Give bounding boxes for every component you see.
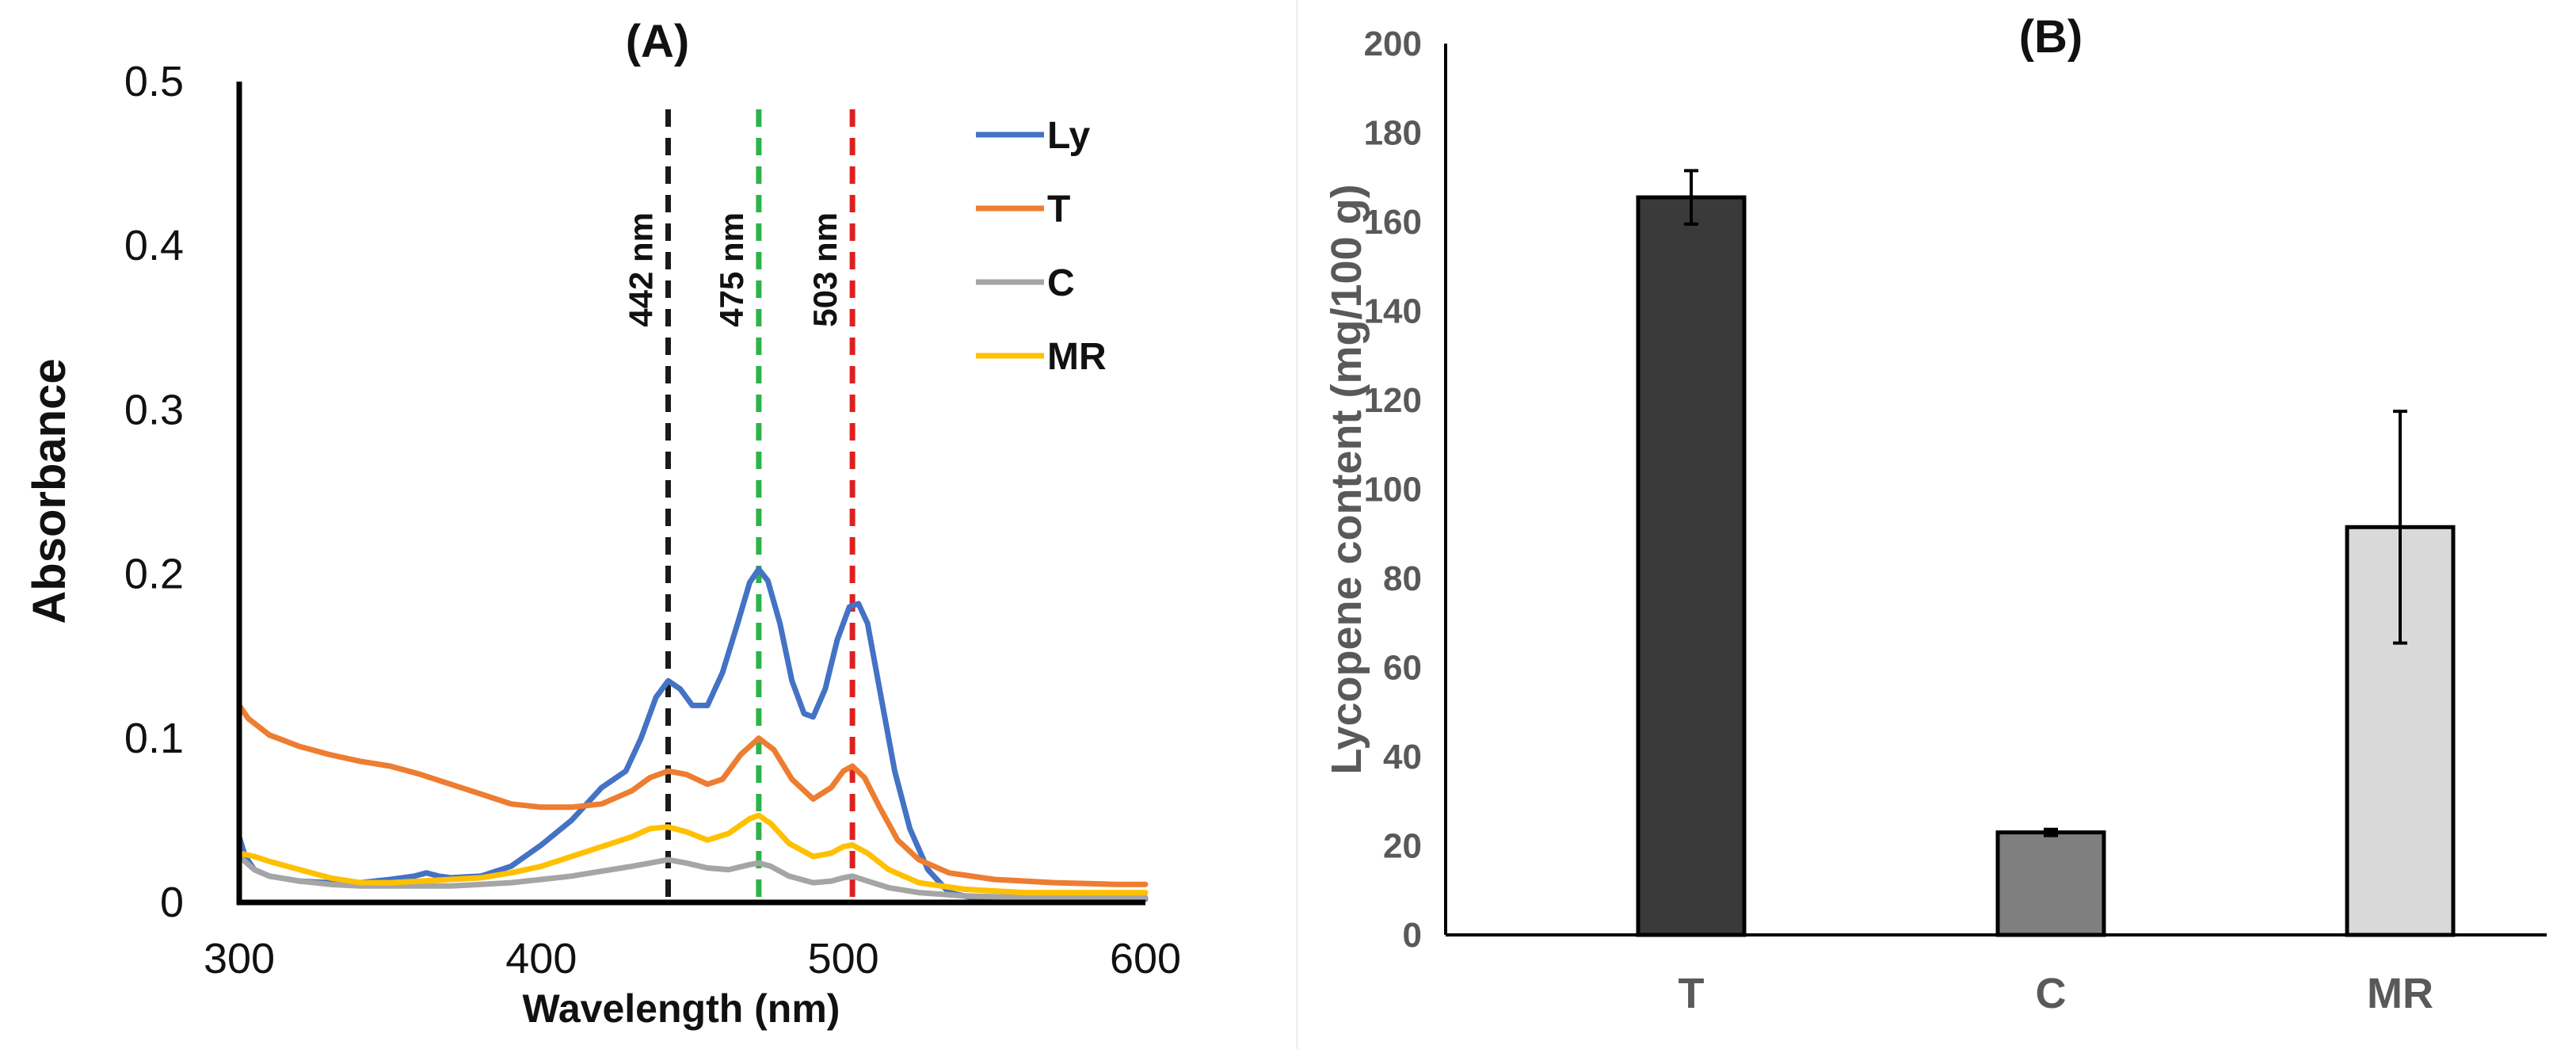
spectrum-lines	[236, 566, 1149, 902]
y-tick-label: 0.2	[124, 551, 184, 598]
y-tick-label: 60	[1383, 649, 1422, 688]
reference-line-label: 475 nm	[713, 212, 750, 327]
y-tick-label: 200	[1364, 25, 1422, 63]
bars	[1636, 195, 2456, 937]
absorbance-spectrum-chart: (A) 442 nm 475 nm 503 nm 00.10.20.30.40.5 …	[24, 16, 1181, 1031]
category-label: T	[1679, 970, 1705, 1017]
y-tick-label: 100	[1364, 471, 1422, 509]
y-tick-label: 0.5	[124, 58, 184, 105]
bar-t	[1636, 195, 1747, 937]
x-tick-label: 400	[505, 935, 577, 982]
bar-c	[1995, 830, 2106, 937]
error-bars	[1684, 169, 2407, 837]
category-labels: T C MR	[1679, 970, 2433, 1017]
y-axis-label: Absorbance	[24, 358, 75, 624]
chart-a-title: (A)	[626, 16, 690, 67]
x-tick-label: 300	[204, 935, 275, 982]
lycopene-bar-chart: (B) 0 20 40 60 80 100 120 140 160 180 200 T C MR Lyc…	[1323, 11, 2547, 1017]
category-label: MR	[2367, 970, 2433, 1017]
y-tick-label: 120	[1364, 381, 1422, 420]
y-tick-label: 180	[1364, 114, 1422, 153]
legend: Ly TC MR	[976, 115, 1107, 378]
legend-label: Ly	[1047, 115, 1091, 157]
x-axis-label: Wavelength (nm)	[523, 986, 840, 1031]
legend-label: MR	[1047, 336, 1107, 378]
series-line-t	[236, 702, 1149, 887]
category-label: C	[2036, 970, 2067, 1017]
y-tick-labels: 0 20 40 60 80 100 120 140 160 180 200	[1364, 25, 1422, 955]
y-tick-label: 0	[1403, 916, 1422, 955]
series-line-mr	[236, 812, 1149, 896]
y-tick-label: 140	[1364, 292, 1422, 331]
y-tick-label: 0.4	[124, 222, 184, 269]
y-tick-label: 80	[1383, 559, 1422, 598]
y-tick-label: 40	[1383, 738, 1422, 776]
y-axis-label: Lycopene content (mg/100 g)	[1323, 184, 1370, 774]
y-tick-label: 20	[1383, 827, 1422, 866]
panel-divider	[1296, 0, 1298, 1049]
y-tick-label: 0	[160, 879, 184, 926]
y-tick-labels: 0 0.1 0.2 0.3 0.4 0.5	[124, 58, 184, 926]
reference-line-label: 503 nm	[806, 212, 844, 327]
y-tick-label: 0.1	[124, 715, 184, 762]
x-tick-labels: 300 400 500 600	[204, 935, 1181, 982]
y-tick-label: 0.3	[124, 386, 184, 433]
legend-label: T	[1047, 189, 1070, 231]
x-tick-label: 600	[1110, 935, 1181, 982]
reference-line-label: 442 nm	[622, 212, 659, 327]
y-tick-label: 160	[1364, 203, 1422, 242]
series-line-c	[236, 853, 1149, 901]
series-line-ly	[236, 566, 1149, 902]
legend-label: C	[1047, 262, 1075, 304]
reference-lines: 442 nm 475 nm 503 nm	[622, 109, 855, 902]
x-tick-label: 500	[808, 935, 879, 982]
chart-b-title: (B)	[2019, 11, 2083, 63]
